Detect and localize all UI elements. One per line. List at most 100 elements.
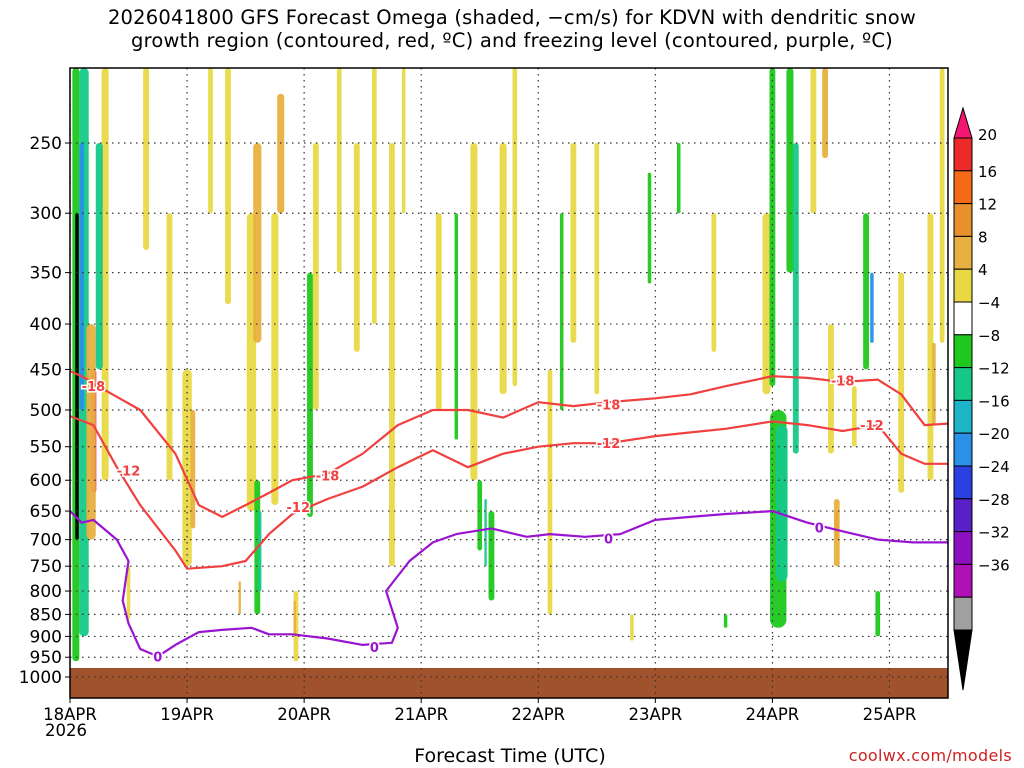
omega-shade-cell [833,499,840,567]
omega-shade-cell [711,213,717,352]
x-tick-label: 24APR [746,705,800,724]
y-axis: 2503003504004505005506006507007508008509… [19,134,70,688]
colorbar-label: −12 [978,360,1010,378]
omega-shade-cell [488,511,495,601]
omega-shade-cell [828,324,834,454]
omega-shade-cell [166,213,173,481]
contour-label: -12 [287,501,311,516]
omega-shade-cell [143,68,150,250]
omega-shade-cell [293,600,296,637]
colorbar-band [953,563,973,598]
omega-shade-cell [95,143,103,370]
omega-shade-cell [372,68,377,325]
omega-shade-cell [939,68,945,343]
colorbar-label: −28 [978,491,1010,509]
omega-shade-cell [484,499,487,567]
omega-shade-cell [86,324,96,540]
omega-shade-cell [401,68,406,214]
omega-shade-cell [470,143,478,481]
colorbar-band [953,170,973,205]
y-tick-label: 800 [30,582,62,602]
omega-shade-cell [863,213,869,370]
contour-label: -12 [860,419,884,434]
gridlines [69,68,948,698]
contour-label: -18 [597,399,621,414]
y-tick-label: 850 [30,605,62,625]
omega-shade-cell [182,369,192,567]
y-tick-label: 300 [30,204,62,224]
colorbar-label: −16 [978,392,1010,410]
colorbar-label: 20 [978,126,997,144]
contour-label: -18 [82,380,106,395]
omega-shade-cell [512,68,518,387]
colorbar-top-arrow [953,106,973,139]
ground-surface [70,668,948,698]
omega-shade-cell [559,213,564,410]
y-tick-label: 950 [30,648,62,668]
colorbar-band [953,531,973,565]
omega-shade-cell [257,511,262,592]
colorbar-band [953,432,973,467]
contours [70,370,948,658]
contour-label: -12 [597,437,621,452]
omega-shade-cell [271,213,279,506]
y-tick-label: 400 [30,315,62,335]
omega-shade-cell [79,143,85,410]
contour-label: 0 [604,533,613,548]
omega-shade-cell [225,68,231,305]
colorbar-band [953,465,973,500]
omega-shade-cell [389,143,395,567]
omega-shade-cell [547,369,553,615]
omega-shade-cell [792,143,799,454]
omega-shade-cell [499,143,507,395]
contour-line--18 [70,370,948,518]
x-tick-year: 2026 [45,721,87,740]
colorbar-label: −32 [978,524,1010,542]
omega-shade-cell [312,143,319,410]
omega-shade-cell [101,68,109,481]
colorbar-band [953,203,973,237]
colorbar-label: 12 [978,196,997,214]
colorbar-label: −36 [978,556,1010,574]
omega-shading [72,68,945,662]
y-tick-label: 750 [30,557,62,577]
omega-shade-cell [786,68,794,273]
omega-shade-cell [253,143,262,343]
colorbar-label: −20 [978,425,1010,443]
colorbar-label: 4 [978,261,988,279]
contour-label: -12 [117,464,141,479]
omega-shade-cell [810,68,817,214]
omega-shade-cell [307,272,313,517]
omega-shade-cell [775,425,788,582]
colorbar-label: −8 [978,327,1000,345]
contour-line--12 [70,415,948,570]
y-tick-label: 650 [30,502,62,522]
omega-shade-cell [208,68,213,214]
omega-shade-cell [852,386,857,447]
omega-shade-cell [932,342,936,426]
plot-frame [69,67,949,699]
chart-title: 2026041800 GFS Forecast Omega (shaded, −… [0,6,1024,52]
colorbar-label: 16 [978,163,997,181]
contour-label: -18 [831,374,855,389]
colorbar-band [953,235,973,270]
omega-shade-cell [594,143,600,395]
omega-shade-cell [435,213,442,410]
colorbar-band [953,334,973,369]
omega-shade-cell [769,68,776,387]
omega-shade-cell [477,480,483,551]
contour-label: 0 [370,641,379,656]
colorbar-label: −24 [978,458,1010,476]
x-tick-label: 25APR [863,705,917,724]
credit-text: coolwx.com/models [848,746,1012,765]
y-tick-label: 700 [30,531,62,551]
x-tick-label: 22APR [511,705,565,724]
omega-shade-cell [723,614,728,628]
y-tick-label: 550 [30,438,62,458]
colorbar-band [953,268,973,303]
omega-shade-cell [762,213,771,395]
colorbar-bottom-arrow [953,629,973,691]
y-tick-label: 1000 [19,668,62,688]
x-axis-label: Forecast Time (UTC) [414,745,606,767]
